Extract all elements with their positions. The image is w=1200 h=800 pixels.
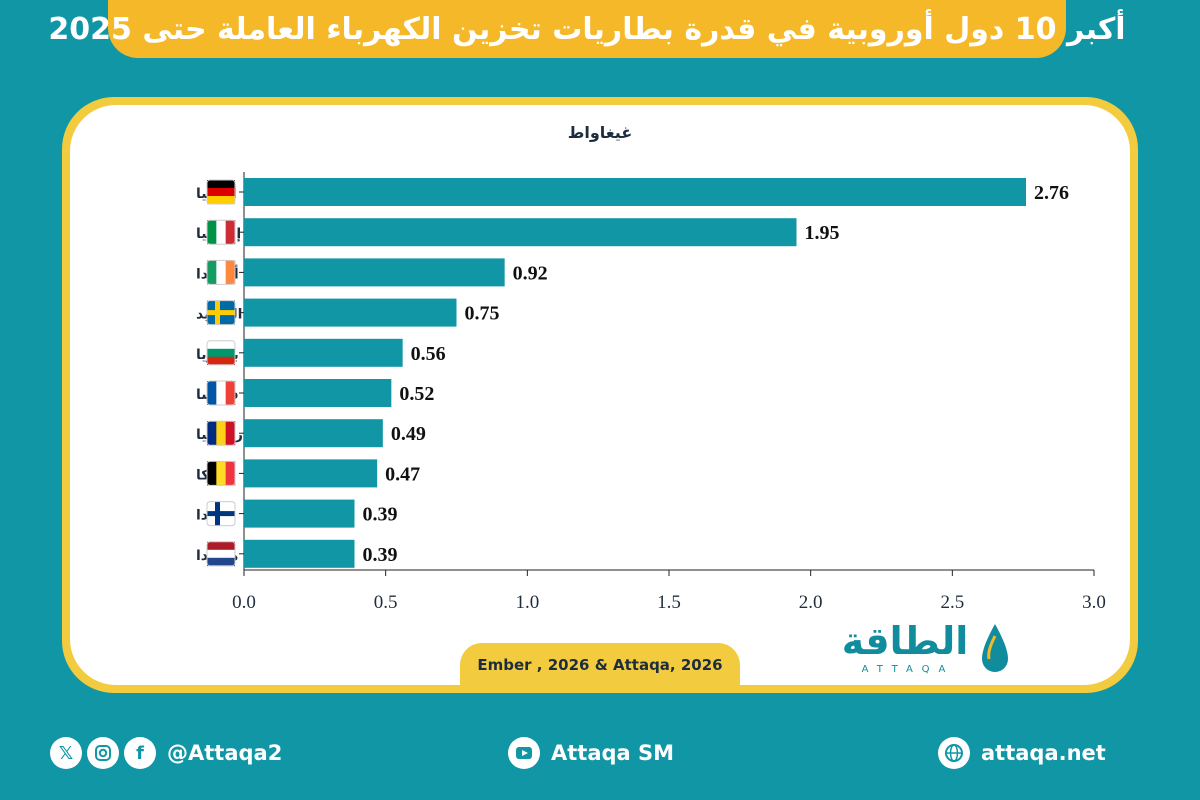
logo-arabic-text: الطاقة — [841, 619, 969, 663]
x-tick-label: 0.5 — [374, 592, 398, 613]
website-link[interactable]: attaqa.net — [938, 728, 1106, 778]
bar — [244, 539, 355, 568]
source-text: Ember , 2026 & Attaqa, 2026 — [477, 656, 723, 674]
flag-icon — [206, 541, 236, 567]
x-tick-label: 2.5 — [940, 592, 964, 613]
logo-english-text: ATTAQA — [861, 664, 955, 675]
bar-value-label: 2.76 — [1034, 182, 1069, 204]
bar-value-label: 0.52 — [399, 383, 434, 405]
footer: 𝕏 f @Attaqa2 Attaqa SM attaqa.net — [0, 728, 1200, 788]
flag-icon — [206, 501, 236, 527]
x-icon[interactable]: 𝕏 — [50, 737, 82, 769]
bar — [244, 258, 505, 287]
flag-icon — [206, 300, 236, 326]
x-tick-label: 2.0 — [799, 592, 823, 613]
bar — [244, 298, 457, 327]
bar — [244, 338, 403, 367]
website-url: attaqa.net — [981, 741, 1106, 765]
bar-value-label: 0.39 — [363, 504, 398, 526]
social-handle[interactable]: @Attaqa2 — [167, 741, 283, 765]
bar — [244, 419, 383, 448]
unit-label: غيغاواط — [568, 123, 633, 142]
chart-title: أكبر 10 دول أوروبية في قدرة بطاريات تخزي… — [48, 11, 1126, 47]
bar — [244, 178, 1026, 206]
drop-icon — [982, 624, 1008, 672]
x-tick-label: 3.0 — [1082, 592, 1106, 613]
flag-icon — [206, 179, 236, 205]
x-tick-label: 0.0 — [232, 592, 256, 613]
youtube-icon — [508, 737, 540, 769]
bar-value-label: 0.92 — [513, 262, 548, 284]
x-tick-label: 1.5 — [657, 592, 681, 613]
bar — [244, 459, 378, 488]
bar-value-label: 0.47 — [385, 463, 420, 485]
youtube-channel: Attaqa SM — [551, 741, 675, 765]
bar-value-label: 0.56 — [411, 343, 446, 365]
x-tick-label: 1.0 — [515, 592, 539, 613]
flag-icon — [206, 259, 236, 285]
flag-icon — [206, 420, 236, 446]
title-banner: أكبر 10 دول أوروبية في قدرة بطاريات تخزي… — [48, 0, 1126, 58]
bar-value-label: 0.39 — [363, 544, 398, 566]
globe-icon — [938, 737, 970, 769]
attaqa-logo: الطاقة ATTAQA — [830, 618, 1015, 680]
bar-value-label: 0.75 — [465, 303, 500, 325]
flag-icon — [206, 460, 236, 486]
facebook-icon[interactable]: f — [124, 737, 156, 769]
bar — [244, 218, 797, 247]
source-badge: Ember , 2026 & Attaqa, 2026 — [460, 643, 740, 687]
flag-icon — [206, 380, 236, 406]
youtube-link[interactable]: Attaqa SM — [508, 728, 674, 778]
flag-icon — [206, 340, 236, 366]
bar — [244, 499, 355, 528]
bar — [244, 379, 392, 407]
instagram-icon[interactable] — [87, 737, 119, 769]
bar-value-label: 1.95 — [805, 222, 840, 244]
social-links: 𝕏 f @Attaqa2 — [50, 728, 282, 778]
flag-icon — [206, 219, 236, 245]
bar-value-label: 0.49 — [391, 423, 426, 445]
